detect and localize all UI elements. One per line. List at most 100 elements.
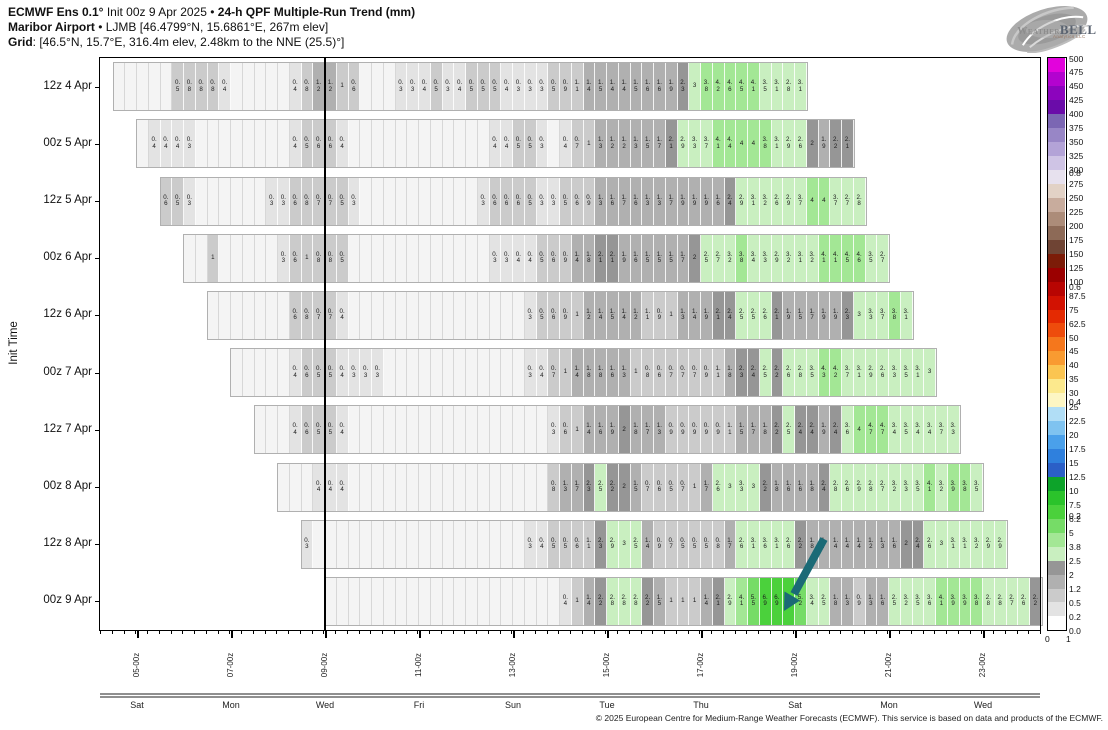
qpf-cell: 3: [936, 520, 948, 568]
qpf-cell: 3: [724, 463, 737, 511]
qpf-cell: [430, 349, 443, 397]
qpf-cell: 0. 5: [548, 520, 560, 568]
x-minor-tick: [581, 630, 583, 634]
qpf-cell: [266, 406, 278, 454]
colorbar-label: 7.5: [1069, 499, 1081, 510]
qpf-cell: 3: [853, 291, 866, 339]
chart-location: Maribor Airport • LJMB [46.4799°N, 15.68…: [8, 20, 329, 34]
qpf-cell: 0. 3: [536, 177, 549, 225]
qpf-cell: 0. 3: [278, 177, 290, 225]
qpf-cell: 0. 3: [548, 177, 560, 225]
colorbar-label: 325: [1069, 151, 1084, 162]
colorbar-label: 225: [1069, 206, 1084, 217]
qpf-cell: 1. 7: [571, 463, 584, 511]
qpf-cell: [383, 349, 396, 397]
qpf-cell: [207, 291, 220, 339]
qpf-cell: [278, 291, 290, 339]
qpf-cell: 2. 5: [818, 577, 831, 625]
qpf-cell: 3. 4: [889, 406, 901, 454]
colorbar-label: 20: [1069, 430, 1079, 441]
qpf-cell: [536, 577, 549, 625]
qpf-cell: 0. 8: [195, 63, 208, 111]
qpf-cell: [372, 291, 384, 339]
qpf-cell: 0. 7: [677, 463, 690, 511]
colorbar-label: 350: [1069, 137, 1084, 148]
qpf-cell: 0. 4: [489, 120, 502, 168]
qpf-cell: 3. 8: [959, 463, 972, 511]
qpf-cell: [513, 349, 525, 397]
qpf-cell: 4. 4: [724, 120, 737, 168]
colorbar-label: 0.0: [1069, 625, 1081, 636]
qpf-cell: [466, 520, 478, 568]
qpf-cell: 1. 8: [771, 463, 784, 511]
x-minor-tick: [382, 630, 383, 634]
qpf-cell: 3. 7: [830, 177, 842, 225]
qpf-cell: 0. 5: [336, 177, 349, 225]
qpf-cell: [395, 234, 408, 282]
qpf-cell: 2. 8: [994, 577, 1007, 625]
colorbar-label: 125: [1069, 262, 1084, 273]
qpf-cell: 2. 5: [630, 520, 643, 568]
qpf-cell: 2. 6: [1018, 577, 1030, 625]
qpf-cell: 1. 4: [583, 63, 596, 111]
x-major-tick: [419, 630, 421, 638]
x-day-label: Mon: [880, 700, 898, 710]
x-tick-label: 05-00z: [132, 652, 141, 678]
swirl-icon: [1006, 5, 1089, 53]
qpf-cell: 0. 3: [489, 234, 502, 282]
qpf-cell: 0. 5: [560, 177, 572, 225]
qpf-cell: [360, 177, 372, 225]
qpf-cell: 0. 3: [395, 63, 408, 111]
qpf-cell: 2. 2: [795, 520, 807, 568]
qpf-cell: [407, 463, 419, 511]
qpf-cell: 2. 9: [783, 120, 795, 168]
qpf-cell: 1. 9: [701, 291, 713, 339]
qpf-cell: 0. 7: [677, 349, 690, 397]
qpf-cell: 0. 6: [513, 177, 525, 225]
qpf-cell: [278, 120, 290, 168]
qpf-cell: [466, 120, 478, 168]
qpf-cell: 0. 5: [548, 63, 560, 111]
init-time-label: 00z 6 Apr: [43, 251, 92, 264]
qpf-cell: 0. 4: [160, 120, 173, 168]
qpf-cell: [231, 291, 243, 339]
qpf-cell: [348, 406, 361, 454]
colorbar-label: 200: [1069, 220, 1084, 231]
qpf-cell: 2. 3: [736, 349, 748, 397]
qpf-cell: 0. 6: [654, 349, 666, 397]
x-minor-tick: [452, 630, 454, 634]
qpf-cell: [325, 577, 337, 625]
qpf-cell: 0. 6: [348, 63, 361, 111]
qpf-cell: 3. 7: [795, 177, 807, 225]
x-minor-tick: [605, 630, 607, 634]
qpf-cell: 2. 8: [630, 577, 643, 625]
qpf-cell: 2. 2: [830, 120, 842, 168]
qpf-cell: 3. 5: [806, 349, 819, 397]
qpf-cell: 2. 3: [583, 463, 596, 511]
qpf-cell: 1. 5: [654, 234, 666, 282]
colorbar-secondary-label: 0.2: [1069, 511, 1081, 522]
qpf-cell: 2. 6: [877, 349, 889, 397]
x-major-tick: [795, 630, 797, 638]
qpf-cell: 1. 6: [783, 463, 795, 511]
x-minor-tick: [675, 630, 677, 634]
qpf-cell: 0. 4: [419, 63, 431, 111]
x-major-tick: [231, 630, 233, 638]
qpf-cell: 0. 5: [536, 234, 549, 282]
qpf-cell: [419, 234, 431, 282]
qpf-cell: [454, 463, 466, 511]
x-minor-tick: [182, 630, 184, 634]
x-major-tick: [137, 630, 139, 638]
qpf-cell: [430, 234, 443, 282]
x-minor-tick: [640, 630, 642, 634]
qpf-cell: [454, 177, 466, 225]
x-minor-tick: [229, 630, 231, 634]
qpf-cell: 0. 3: [524, 291, 537, 339]
qpf-cell: 2. 6: [795, 120, 807, 168]
qpf-cell: [125, 63, 137, 111]
colorbar-label: 250: [1069, 193, 1084, 203]
qpf-cell: 0. 6: [571, 177, 584, 225]
qpf-cell: [477, 234, 490, 282]
qpf-cell: [419, 406, 431, 454]
qpf-cell: 3. 2: [900, 577, 913, 625]
